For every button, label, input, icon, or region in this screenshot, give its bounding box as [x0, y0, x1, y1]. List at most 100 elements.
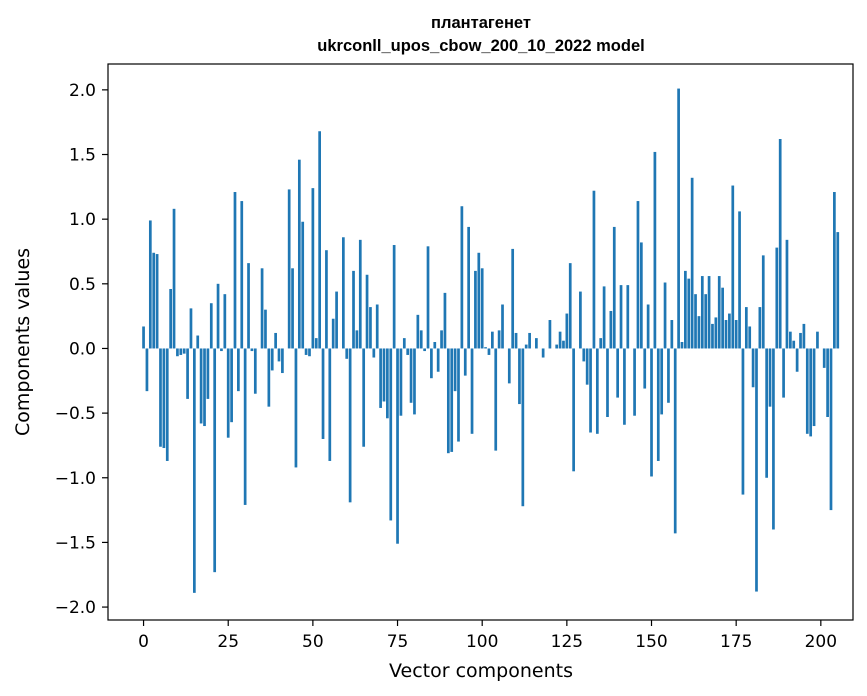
bar [589, 348, 592, 433]
bar [704, 294, 708, 349]
bar [335, 291, 338, 349]
y-tick-label: 2.0 [69, 81, 96, 101]
bar [755, 348, 758, 592]
bar [409, 348, 413, 403]
bar [196, 335, 200, 349]
bar [145, 348, 149, 392]
bar [744, 307, 748, 349]
bar [182, 348, 186, 354]
bar [372, 348, 376, 358]
bar [782, 348, 785, 398]
bar [595, 348, 599, 434]
bar [460, 206, 464, 349]
bar [511, 248, 515, 349]
chart-title: плантагенет [431, 14, 531, 32]
bar [426, 246, 430, 349]
bars-group [142, 88, 840, 593]
bar [491, 331, 494, 349]
bar [301, 221, 305, 349]
bar [389, 348, 393, 521]
bar [524, 344, 528, 349]
plot-frame [107, 63, 854, 621]
bar [717, 276, 721, 349]
x-axis-ticks: 0 25 50 75 100 125 150 175 200 [138, 620, 837, 652]
bar [741, 348, 745, 495]
bar [609, 310, 613, 349]
bar [162, 348, 166, 449]
bar [555, 344, 559, 349]
bar [494, 348, 498, 451]
bar [700, 276, 704, 349]
x-axis-label: Vector components [389, 660, 573, 682]
bar [656, 348, 660, 461]
bar [199, 348, 203, 424]
bar [660, 348, 664, 415]
bar [775, 247, 779, 349]
bar [646, 304, 650, 349]
bar [311, 188, 315, 349]
bar [653, 151, 657, 349]
x-tick-label: 150 [635, 632, 667, 652]
bar [728, 313, 731, 349]
bar [626, 285, 630, 349]
bar [619, 285, 623, 349]
bar [799, 332, 802, 349]
bar [287, 189, 291, 349]
bar [548, 320, 552, 349]
bar [237, 348, 240, 392]
bar [396, 348, 399, 544]
bar [467, 226, 470, 349]
bar [643, 348, 647, 389]
y-tick-label: 1.0 [69, 210, 96, 230]
bar [369, 307, 372, 349]
bar [470, 348, 474, 434]
bar [308, 348, 311, 357]
bar [304, 348, 308, 355]
bar [558, 331, 562, 349]
bar [602, 286, 606, 349]
bar [436, 348, 440, 372]
bar [463, 348, 467, 376]
x-tick-label: 75 [387, 632, 409, 652]
bar [345, 348, 349, 359]
bar [606, 348, 609, 417]
y-tick-label: 1.5 [69, 146, 96, 166]
bar [582, 348, 586, 362]
bar [480, 268, 484, 349]
bar [809, 348, 813, 437]
bar [785, 239, 789, 349]
bar [805, 348, 809, 434]
y-tick-label: 0.5 [69, 275, 96, 295]
bar [816, 331, 819, 349]
bar [457, 348, 460, 442]
bar [264, 309, 267, 349]
bar [392, 245, 396, 349]
bar [209, 303, 213, 349]
bar [734, 320, 738, 349]
bar [314, 338, 318, 349]
bar [697, 316, 701, 349]
bar [477, 252, 481, 349]
bar [406, 348, 410, 355]
bar [484, 347, 487, 349]
bar [721, 287, 724, 349]
chart-subtitle: ukrconll_upos_cbow_200_10_2022 model [317, 37, 644, 55]
bar [172, 208, 176, 349]
bar [430, 348, 433, 379]
bar [758, 307, 762, 349]
bar [487, 348, 491, 355]
bar [352, 270, 355, 349]
bar [650, 348, 653, 477]
bar [802, 323, 806, 349]
bar [812, 348, 816, 427]
bar [297, 159, 301, 349]
bar [413, 348, 416, 415]
bar [267, 348, 271, 407]
x-tick-label: 25 [217, 632, 239, 652]
bar [562, 340, 565, 349]
bar [243, 348, 247, 505]
bar [572, 348, 575, 472]
x-tick-label: 0 [138, 632, 149, 652]
bar [711, 323, 714, 349]
bar [189, 308, 193, 349]
